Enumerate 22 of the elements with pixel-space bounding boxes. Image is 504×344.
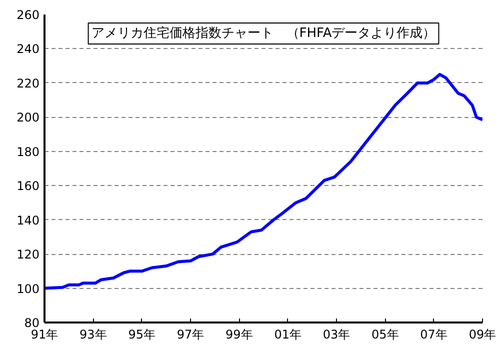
x-tick-label: 99年	[226, 328, 253, 342]
y-tick-label: 100	[16, 282, 40, 296]
x-tick-label: 93年	[80, 328, 107, 342]
y-tick-label: 80	[24, 316, 40, 330]
x-tick-label: 07年	[420, 328, 448, 342]
x-tick-label: 91年	[30, 328, 58, 342]
y-tick-label: 240	[16, 42, 40, 56]
x-tick-label: 95年	[128, 328, 156, 342]
line-series	[44, 72, 482, 290]
text: アメリカ住宅価格指数チャート （FHFAデータより作成）	[91, 25, 436, 41]
y-tick-label: 200	[16, 110, 40, 125]
x-tick-label: 97年	[176, 328, 204, 342]
x-tick-label: 03年	[322, 328, 350, 342]
y-tick-label: 120	[16, 248, 40, 262]
y-tick-label: 140	[16, 213, 40, 228]
y-tick-label: 160	[16, 179, 40, 194]
y-tick-label: 260	[16, 8, 40, 22]
y-tick-label: 220	[16, 76, 40, 90]
x-tick-label: 09年	[468, 328, 496, 342]
y-tick-label: 180	[16, 144, 40, 159]
x-tick-label: 05年	[372, 328, 399, 342]
x-tick-label: 01年	[274, 328, 302, 342]
